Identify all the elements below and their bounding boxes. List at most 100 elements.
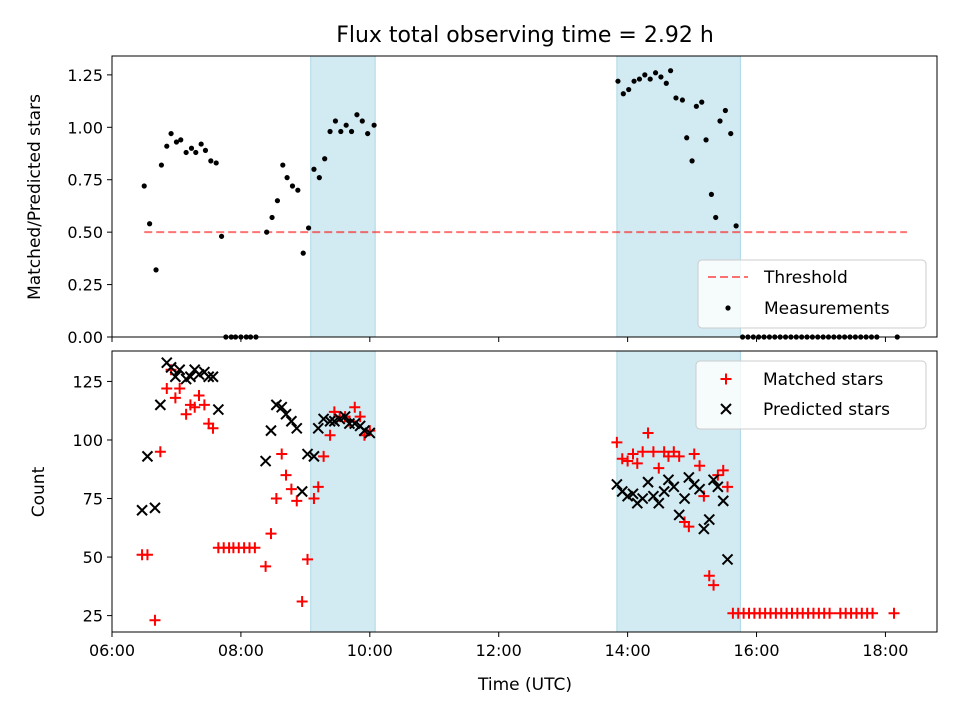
bottom-x-axis: 06:00 08:00 10:00 12:00 14:00 16:00 18:00 [89, 632, 908, 660]
measurement-point [183, 149, 189, 156]
measurement-point [667, 68, 674, 74]
matched-stars-point [149, 614, 161, 626]
matched-stars-point [824, 607, 836, 619]
matched-stars-point [265, 528, 277, 540]
bottom-axes-frame [111, 350, 938, 633]
bottom-y-axis-label: Count [29, 466, 49, 517]
measurement-point [620, 91, 626, 97]
matched-stars-point [193, 389, 205, 401]
x-tick-label: 14:00 [605, 641, 651, 660]
x-tick-label: 08:00 [218, 641, 264, 660]
matched-stars-point [622, 455, 634, 467]
top-legend: Threshold Measurements [697, 259, 927, 329]
measurement-point [146, 221, 153, 227]
measurements-legend-label: Measurements [764, 299, 890, 319]
matched-stars-point [668, 446, 680, 458]
predicted-stars-point [658, 485, 670, 498]
top-y-tick-label: 1.25 [67, 66, 103, 85]
measurement-point [158, 162, 165, 168]
x-tick-label: 06:00 [89, 641, 135, 660]
measurement-point [658, 74, 664, 80]
measurement-point [264, 229, 270, 235]
matched-stars-point [647, 446, 659, 458]
measurement-point [269, 214, 275, 221]
predicted-stars-point [678, 492, 691, 505]
matched-stars-point [673, 450, 685, 462]
predicted-stars-point [324, 415, 336, 427]
measurement-point [316, 175, 322, 181]
measurement-point [699, 99, 705, 105]
matched-stars-point [318, 450, 330, 462]
measurement-point [280, 162, 286, 168]
measurement-point [636, 76, 643, 82]
predicted-stars-point [149, 502, 161, 514]
measurement-point [141, 183, 147, 189]
predicted-stars-point [662, 474, 675, 486]
x-axis-label: Time (UTC) [477, 675, 572, 695]
matched-stars-point [867, 607, 879, 619]
matched-stars-point [662, 450, 674, 462]
top-y-tick-label: 0.50 [67, 223, 103, 242]
measurement-point [689, 158, 695, 164]
predicted-stars-point [703, 513, 715, 526]
predicted-stars-point [265, 424, 277, 437]
top-axes-frame [111, 55, 938, 338]
measurement-point [311, 166, 317, 172]
predicted-stars-point [296, 485, 308, 498]
predicted-stars-points [136, 357, 734, 566]
predicted-stars-point [173, 364, 186, 376]
top-x-ticks [111, 337, 886, 342]
predicted-stars-point [184, 371, 197, 383]
predicted-stars-point [364, 427, 376, 439]
predicted-stars-point [721, 553, 734, 566]
bottom-legend: Matched stars Predicted stars [695, 360, 927, 430]
matched-stars-point [694, 460, 706, 472]
matched-stars-points [136, 364, 900, 626]
matched-stars-point [653, 462, 665, 474]
matched-stars-point [717, 464, 729, 476]
measurement-point [295, 187, 301, 193]
top-y-axis: 0.00 0.25 0.50 0.75 1.00 1.25 [67, 66, 112, 347]
predicted-stars-point [339, 410, 351, 423]
predicted-stars-point [308, 450, 320, 463]
measurement-point [647, 76, 653, 82]
bottom-panel: 25 50 75 100 125 06:00 08:00 10:00 12:00 14:00 16… [29, 350, 938, 695]
matched-stars-point [308, 493, 320, 505]
matched-stars-point [189, 401, 201, 413]
measurement-point [626, 86, 632, 93]
measurement-point [348, 128, 355, 135]
threshold-legend-label: Threshold [763, 268, 848, 288]
matched-stars-point [722, 481, 734, 493]
top-legend-box [697, 259, 927, 329]
predicted-stars-point [136, 504, 148, 516]
measurement-point [359, 118, 365, 124]
matched-stars-point [708, 579, 720, 591]
measurement-point [684, 135, 690, 141]
predicted-stars-point [202, 371, 215, 383]
predicted-stars-point [712, 481, 724, 493]
x-tick-label: 10:00 [347, 641, 393, 660]
top-y-tick-label: 0.75 [67, 171, 103, 190]
x-tick-label: 16:00 [733, 641, 779, 660]
bottom-y-tick-label: 125 [72, 372, 103, 391]
predicted-stars-point [647, 490, 660, 502]
measurement-point [631, 78, 637, 84]
bottom-legend-box [695, 360, 927, 430]
matched-stars-point [688, 448, 700, 460]
bottom-shaded-intervals [310, 350, 741, 633]
predicted-stars-point [276, 401, 288, 413]
bottom-y-axis: 25 50 75 100 125 [72, 372, 112, 626]
bottom-y-tick-label: 100 [72, 431, 103, 450]
measurement-point [663, 80, 669, 86]
bottom-y-tick-label: 25 [83, 607, 103, 626]
matched-stars-point [291, 495, 303, 507]
measurement-point [673, 95, 679, 101]
predicted-stars-point [683, 471, 695, 484]
matched-stars-point [642, 427, 654, 439]
measurements-legend-swatch [725, 305, 731, 311]
matched-stars-point [324, 429, 336, 441]
measurement-point [703, 137, 709, 143]
x-tick-label: 18:00 [862, 641, 908, 660]
predicted-stars-point [611, 478, 623, 491]
